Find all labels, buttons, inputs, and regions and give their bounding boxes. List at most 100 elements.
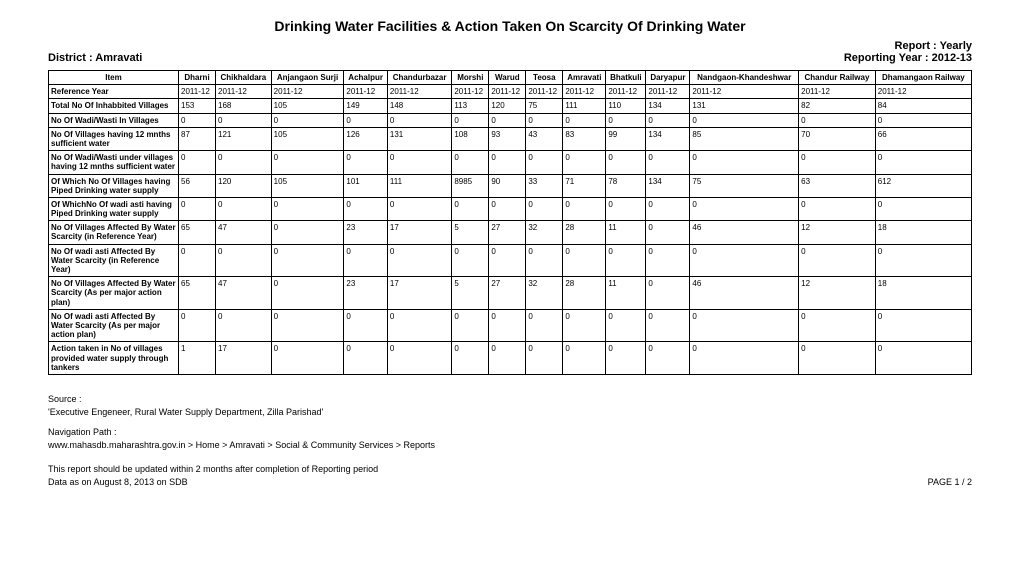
- cell: 0: [271, 277, 344, 310]
- cell: 0: [563, 151, 606, 174]
- cell: 168: [216, 99, 272, 113]
- cell: 0: [344, 244, 387, 277]
- cell: 0: [875, 151, 971, 174]
- cell: 134: [646, 127, 690, 150]
- cell: 0: [563, 309, 606, 342]
- cell: 17: [216, 342, 272, 375]
- cell: 108: [452, 127, 489, 150]
- row-label: No Of Wadi/Wasti In Villages: [49, 113, 179, 127]
- row-label: Action taken in No of villages provided …: [49, 342, 179, 375]
- cell: 0: [526, 342, 563, 375]
- cell: 56: [179, 174, 216, 197]
- cell: 0: [690, 113, 799, 127]
- cell: 0: [387, 197, 451, 220]
- cell: 0: [646, 197, 690, 220]
- nav-label: Navigation Path :: [48, 426, 972, 440]
- cell: 113: [452, 99, 489, 113]
- cell: 105: [271, 127, 344, 150]
- table-row: Of WhichNo Of wadi asti having Piped Dri…: [49, 197, 972, 220]
- row-label: Of WhichNo Of wadi asti having Piped Dri…: [49, 197, 179, 220]
- cell: 18: [875, 277, 971, 310]
- cell: 43: [526, 127, 563, 150]
- cell: 0: [489, 197, 526, 220]
- cell: 0: [179, 197, 216, 220]
- cell: 148: [387, 99, 451, 113]
- column-header: Bhatkuli: [606, 71, 646, 85]
- cell: 0: [271, 309, 344, 342]
- cell: 0: [452, 151, 489, 174]
- cell: 0: [387, 113, 451, 127]
- cell: 0: [387, 151, 451, 174]
- cell: 2011-12: [489, 85, 526, 99]
- page-title: Drinking Water Facilities & Action Taken…: [48, 18, 972, 34]
- cell: 0: [344, 151, 387, 174]
- cell: 0: [799, 151, 876, 174]
- cell: 17: [387, 277, 451, 310]
- cell: 0: [690, 342, 799, 375]
- table-row: Action taken in No of villages provided …: [49, 342, 972, 375]
- cell: 0: [271, 342, 344, 375]
- column-header: Teosa: [526, 71, 563, 85]
- cell: 32: [526, 221, 563, 244]
- cell: 0: [344, 197, 387, 220]
- cell: 0: [179, 113, 216, 127]
- cell: 101: [344, 174, 387, 197]
- cell: 0: [606, 244, 646, 277]
- cell: 126: [344, 127, 387, 150]
- cell: 0: [271, 113, 344, 127]
- row-label: Reference Year: [49, 85, 179, 99]
- column-header: Item: [49, 71, 179, 85]
- cell: 82: [799, 99, 876, 113]
- cell: 2011-12: [646, 85, 690, 99]
- cell: 134: [646, 99, 690, 113]
- cell: 2011-12: [216, 85, 272, 99]
- data-date: Data as on August 8, 2013 on SDB: [48, 476, 188, 490]
- cell: 17: [387, 221, 451, 244]
- row-label: No Of Villages Affected By Water Scarcit…: [49, 277, 179, 310]
- cell: 2011-12: [344, 85, 387, 99]
- cell: 0: [216, 244, 272, 277]
- table-row: Reference Year 2011-12 2011-12 2011-12 2011-…: [49, 85, 972, 99]
- table-row: No Of Villages Affected By Water Scarcit…: [49, 221, 972, 244]
- cell: 0: [606, 151, 646, 174]
- row-label: Total No Of Inhabbited Villages: [49, 99, 179, 113]
- cell: 93: [489, 127, 526, 150]
- cell: 0: [452, 113, 489, 127]
- cell: 0: [344, 113, 387, 127]
- column-header: Daryapur: [646, 71, 690, 85]
- cell: 0: [606, 197, 646, 220]
- cell: 0: [875, 113, 971, 127]
- cell: 0: [526, 197, 563, 220]
- cell: 27: [489, 277, 526, 310]
- cell: 105: [271, 174, 344, 197]
- data-table: ItemDharniChikhaldaraAnjangaon SurjiAcha…: [48, 70, 972, 375]
- cell: 0: [646, 244, 690, 277]
- cell: 0: [387, 342, 451, 375]
- cell: 0: [216, 197, 272, 220]
- cell: 84: [875, 99, 971, 113]
- cell: 0: [489, 244, 526, 277]
- cell: 0: [690, 244, 799, 277]
- cell: 87: [179, 127, 216, 150]
- cell: 1: [179, 342, 216, 375]
- column-header: Nandgaon-Khandeshwar: [690, 71, 799, 85]
- cell: 0: [526, 151, 563, 174]
- cell: 0: [646, 277, 690, 310]
- cell: 65: [179, 221, 216, 244]
- cell: 23: [344, 221, 387, 244]
- row-label: No Of Villages having 12 mnths sufficien…: [49, 127, 179, 150]
- cell: 28: [563, 221, 606, 244]
- column-header: Amravati: [563, 71, 606, 85]
- cell: 0: [875, 244, 971, 277]
- cell: 149: [344, 99, 387, 113]
- reporting-year-label: Reporting Year : 2012-13: [844, 52, 972, 64]
- cell: 111: [563, 99, 606, 113]
- row-label: Of Which No Of Villages having Piped Dri…: [49, 174, 179, 197]
- cell: 131: [690, 99, 799, 113]
- table-row: No Of wadi asti Affected By Water Scarci…: [49, 244, 972, 277]
- cell: 90: [489, 174, 526, 197]
- cell: 75: [690, 174, 799, 197]
- cell: 0: [799, 309, 876, 342]
- cell: 0: [387, 309, 451, 342]
- column-header: Morshi: [452, 71, 489, 85]
